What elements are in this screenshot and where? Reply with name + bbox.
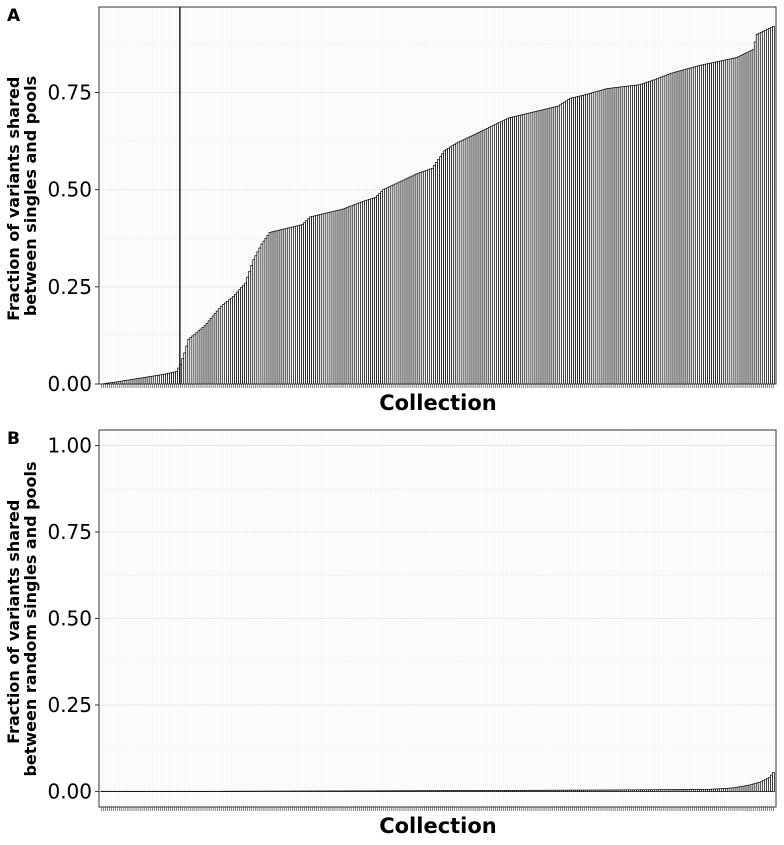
panel-a-y-axis-title-line1: Fraction of variants shared [4, 77, 23, 321]
panel-b-y-axis-title-line1: Fraction of variants shared [4, 500, 23, 744]
panel-b-y-ticks: 0.00 0.25 0.50 0.75 1.00 [47, 434, 99, 803]
bar [772, 772, 775, 792]
panel-b-letter: B [7, 429, 20, 449]
panel-b-y-axis-title: Fraction of variants shared between rand… [4, 461, 40, 776]
panel-a-y-axis-title: Fraction of variants shared between sing… [4, 71, 40, 321]
panel-b-grid [99, 430, 776, 807]
y-tick-label: 0.50 [47, 607, 92, 631]
y-tick-label: 0.75 [47, 81, 92, 105]
panel-a-y-ticks: 0.00 0.25 0.50 0.75 [47, 81, 99, 396]
bar [772, 26, 775, 385]
panel-a-frame [98, 6, 777, 385]
panel-b-y-axis-title-line2: between random singles and pools [21, 461, 40, 776]
y-tick-label: 1.00 [47, 434, 92, 458]
panel-a-letter: A [7, 6, 21, 26]
panel-b-x-ticks [101, 807, 774, 811]
panel-a-y-axis-title-line2: between singles and pools [21, 76, 40, 316]
y-tick-label: 0.00 [47, 372, 92, 396]
y-tick-label: 0.75 [47, 520, 92, 544]
y-tick-label: 0.50 [47, 178, 92, 202]
panel-a-x-ticks [101, 384, 774, 388]
panel-a: A 0.00 0.25 0.50 0.75 Collection Fraction o… [4, 6, 777, 415]
y-tick-label: 0.25 [47, 275, 92, 299]
panel-a-bars [100, 26, 775, 385]
panel-b-bars [100, 772, 775, 792]
y-tick-label: 0.00 [47, 779, 92, 803]
panel-a-x-axis-title: Collection [379, 391, 497, 415]
y-tick-label: 0.25 [47, 693, 92, 717]
panel-b: B 0.00 0.25 0.50 0.75 1.00 Collection Fracti… [4, 429, 777, 838]
panel-b-x-axis-title: Collection [379, 814, 497, 838]
